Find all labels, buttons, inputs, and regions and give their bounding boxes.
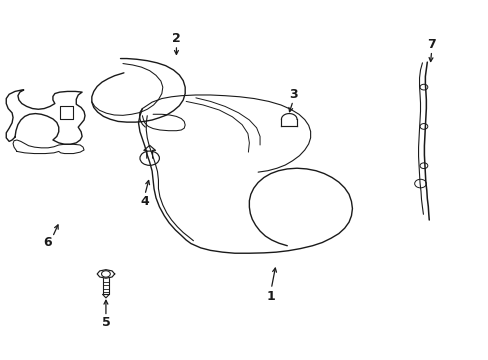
Text: 5: 5 (102, 316, 110, 329)
Text: 2: 2 (172, 32, 181, 45)
Text: 6: 6 (43, 236, 52, 249)
Text: 1: 1 (266, 289, 275, 303)
Text: 4: 4 (140, 195, 149, 208)
Text: 7: 7 (427, 38, 435, 51)
Text: 3: 3 (288, 88, 297, 101)
